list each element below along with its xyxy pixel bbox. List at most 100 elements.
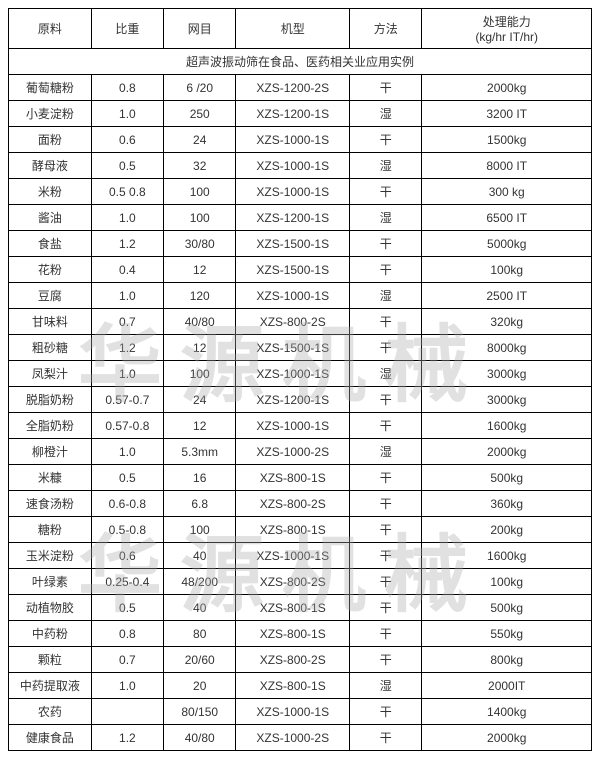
cell-11-2: 100 [164,361,236,387]
table-row: 小麦淀粉1.0250XZS-1200-1S湿3200 IT [9,101,592,127]
cell-15-5: 500kg [422,465,592,491]
cell-18-3: XZS-1000-1S [236,543,350,569]
table-row: 中药粉0.880XZS-800-1S干550kg [9,621,592,647]
cell-1-5: 3200 IT [422,101,592,127]
cell-13-2: 12 [164,413,236,439]
cell-9-5: 320kg [422,309,592,335]
table-row: 酵母液0.532XZS-1000-1S湿8000 IT [9,153,592,179]
cell-21-2: 80 [164,621,236,647]
table-row: 速食汤粉0.6-0.86.8XZS-800-2S干360kg [9,491,592,517]
cell-23-1: 1.0 [91,673,163,699]
cell-24-1 [91,699,163,725]
cell-1-2: 250 [164,101,236,127]
cell-16-4: 干 [350,491,422,517]
cell-1-1: 1.0 [91,101,163,127]
table-row: 脱脂奶粉0.57-0.724XZS-1200-1S干3000kg [9,387,592,413]
cell-16-3: XZS-800-2S [236,491,350,517]
cell-21-4: 干 [350,621,422,647]
cell-1-0: 小麦淀粉 [9,101,92,127]
table-header-row: 原料比重网目机型方法处理能力(kg/hr IT/hr) [9,9,592,49]
cell-19-0: 叶绿素 [9,569,92,595]
cell-9-1: 0.7 [91,309,163,335]
cell-13-5: 1600kg [422,413,592,439]
cell-21-0: 中药粉 [9,621,92,647]
col-header-0: 原料 [9,9,92,49]
cell-2-5: 1500kg [422,127,592,153]
cell-20-3: XZS-800-1S [236,595,350,621]
cell-21-3: XZS-800-1S [236,621,350,647]
cell-3-5: 8000 IT [422,153,592,179]
cell-17-5: 200kg [422,517,592,543]
cell-24-3: XZS-1000-1S [236,699,350,725]
cell-20-0: 动植物胶 [9,595,92,621]
cell-1-3: XZS-1200-1S [236,101,350,127]
section-title-row: 超声波振动筛在食品、医药相关业应用实例 [9,49,592,75]
cell-11-3: XZS-1000-1S [236,361,350,387]
cell-3-3: XZS-1000-1S [236,153,350,179]
cell-6-2: 30/80 [164,231,236,257]
cell-17-4: 干 [350,517,422,543]
cell-4-5: 300 kg [422,179,592,205]
cell-10-4: 干 [350,335,422,361]
cell-6-5: 5000kg [422,231,592,257]
cell-6-3: XZS-1500-1S [236,231,350,257]
cell-5-3: XZS-1200-1S [236,205,350,231]
table-row: 叶绿素0.25-0.448/200XZS-800-2S干100kg [9,569,592,595]
cell-19-2: 48/200 [164,569,236,595]
cell-19-5: 100kg [422,569,592,595]
cell-6-1: 1.2 [91,231,163,257]
cell-18-5: 1600kg [422,543,592,569]
table-row: 葡萄糖粉0.86 /20XZS-1200-2S干2000kg [9,75,592,101]
cell-2-3: XZS-1000-1S [236,127,350,153]
table-row: 甘味料0.740/80XZS-800-2S干320kg [9,309,592,335]
cell-10-1: 1.2 [91,335,163,361]
cell-11-4: 湿 [350,361,422,387]
cell-21-1: 0.8 [91,621,163,647]
cell-2-4: 干 [350,127,422,153]
table-row: 全脂奶粉0.57-0.812XZS-1000-1S干1600kg [9,413,592,439]
col-header-2: 网目 [164,9,236,49]
cell-20-1: 0.5 [91,595,163,621]
cell-5-4: 湿 [350,205,422,231]
cell-6-0: 食盐 [9,231,92,257]
cell-10-2: 12 [164,335,236,361]
cell-16-0: 速食汤粉 [9,491,92,517]
cell-6-4: 干 [350,231,422,257]
cell-13-3: XZS-1000-1S [236,413,350,439]
cell-4-0: 米粉 [9,179,92,205]
cell-23-2: 20 [164,673,236,699]
cell-19-4: 干 [350,569,422,595]
cell-8-5: 2500 IT [422,283,592,309]
table-body: 超声波振动筛在食品、医药相关业应用实例葡萄糖粉0.86 /20XZS-1200-… [9,49,592,751]
col-header-4: 方法 [350,9,422,49]
cell-13-0: 全脂奶粉 [9,413,92,439]
cell-7-0: 花粉 [9,257,92,283]
cell-19-3: XZS-800-2S [236,569,350,595]
table-row: 柳橙汁1.05.3mmXZS-1000-2S湿2000kg [9,439,592,465]
cell-3-2: 32 [164,153,236,179]
cell-9-3: XZS-800-2S [236,309,350,335]
cell-3-0: 酵母液 [9,153,92,179]
cell-9-2: 40/80 [164,309,236,335]
cell-5-1: 1.0 [91,205,163,231]
cell-24-4: 干 [350,699,422,725]
table-row: 糖粉0.5-0.8100XZS-800-1S干200kg [9,517,592,543]
col-header-3: 机型 [236,9,350,49]
table-row: 米粉0.5 0.8100XZS-1000-1S干300 kg [9,179,592,205]
spec-table: 原料比重网目机型方法处理能力(kg/hr IT/hr) 超声波振动筛在食品、医药… [8,8,592,751]
cell-3-1: 0.5 [91,153,163,179]
cell-12-2: 24 [164,387,236,413]
cell-8-4: 湿 [350,283,422,309]
cell-8-2: 120 [164,283,236,309]
cell-22-4: 干 [350,647,422,673]
cell-10-5: 8000kg [422,335,592,361]
cell-12-0: 脱脂奶粉 [9,387,92,413]
cell-14-1: 1.0 [91,439,163,465]
cell-24-0: 农药 [9,699,92,725]
cell-22-3: XZS-800-2S [236,647,350,673]
cell-12-4: 干 [350,387,422,413]
cell-9-0: 甘味料 [9,309,92,335]
cell-2-2: 24 [164,127,236,153]
cell-22-0: 颗粒 [9,647,92,673]
cell-0-5: 2000kg [422,75,592,101]
